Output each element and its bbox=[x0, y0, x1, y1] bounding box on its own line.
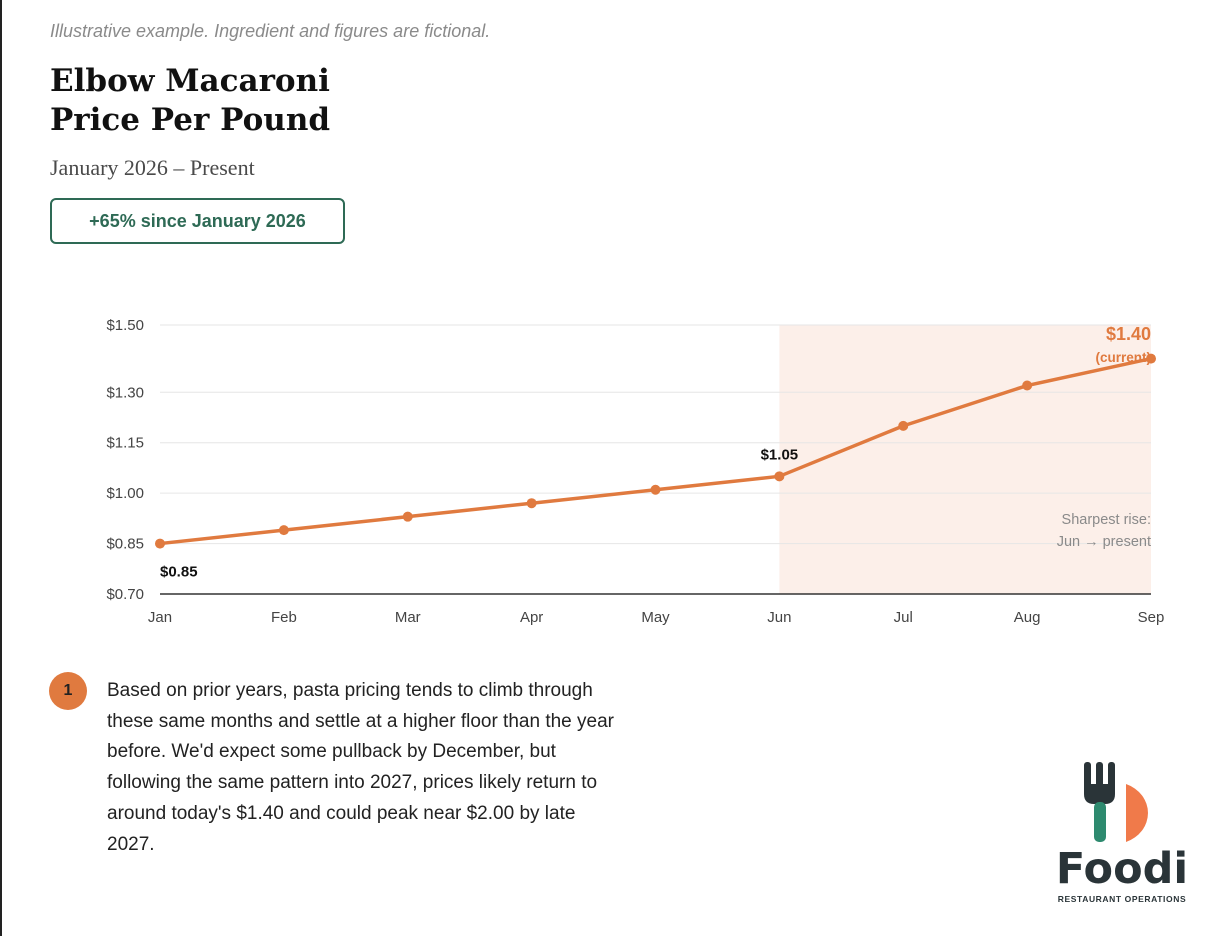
data-label-jun: $1.05 bbox=[761, 446, 799, 463]
page-title: Elbow Macaroni Price Per Pound bbox=[50, 62, 330, 140]
note-number-badge: 1 bbox=[49, 672, 87, 710]
x-tick-label: Jan bbox=[148, 609, 172, 626]
foodi-logo: Foodi RESTAURANT OPERATIONS bbox=[1056, 762, 1188, 904]
data-point bbox=[898, 420, 909, 431]
y-tick-label: $0.85 bbox=[106, 536, 144, 553]
logo-tagline: RESTAURANT OPERATIONS bbox=[1058, 894, 1186, 904]
title-line-2: Price Per Pound bbox=[50, 102, 331, 138]
data-label-end: $1.40 bbox=[1106, 324, 1151, 344]
x-tick-label: Aug bbox=[1014, 609, 1041, 626]
data-point bbox=[402, 511, 413, 522]
change-badge: +65% since January 2026 bbox=[50, 198, 345, 244]
data-point bbox=[278, 525, 289, 536]
annotation-line-1: Sharpest rise: bbox=[1062, 512, 1151, 528]
y-tick-label: $1.50 bbox=[106, 317, 144, 334]
x-tick-label: Jul bbox=[894, 609, 913, 626]
x-tick-label: Sep bbox=[1138, 609, 1165, 626]
page-subtitle: January 2026 – Present bbox=[50, 155, 255, 180]
highlight-region bbox=[779, 325, 1151, 594]
data-point bbox=[1022, 380, 1033, 391]
data-point bbox=[650, 484, 661, 495]
left-border bbox=[0, 0, 2, 936]
x-tick-label: May bbox=[641, 609, 670, 626]
annotation-line-2: Jun → present bbox=[1057, 534, 1151, 550]
disclaimer: Illustrative example. Ingredient and fig… bbox=[50, 21, 491, 41]
logo-name: Foodi bbox=[1056, 844, 1188, 894]
x-tick-label: Apr bbox=[520, 609, 543, 626]
x-tick-label: Mar bbox=[395, 609, 421, 626]
data-label-end-note: (current) bbox=[1095, 350, 1151, 365]
fork-plate-icon bbox=[1084, 762, 1148, 842]
y-tick-label: $1.15 bbox=[106, 435, 144, 452]
data-point bbox=[774, 471, 785, 482]
title-line-1: Elbow Macaroni bbox=[50, 63, 330, 99]
y-tick-label: $1.30 bbox=[106, 384, 144, 401]
x-tick-label: Feb bbox=[271, 609, 297, 626]
y-tick-label: $1.00 bbox=[106, 485, 144, 502]
data-point bbox=[526, 498, 537, 509]
data-point bbox=[1146, 353, 1156, 364]
x-tick-label: Jun bbox=[767, 609, 791, 626]
y-tick-label: $0.70 bbox=[106, 586, 144, 603]
note-text: Based on prior years, pasta pricing tend… bbox=[107, 680, 614, 855]
price-line-chart: $0.70 $0.85 $1.00 $1.15 $1.30 $1.50 Jan Feb Mar A… bbox=[106, 317, 1165, 626]
data-label-start: $0.85 bbox=[160, 564, 198, 581]
data-point bbox=[155, 538, 165, 549]
